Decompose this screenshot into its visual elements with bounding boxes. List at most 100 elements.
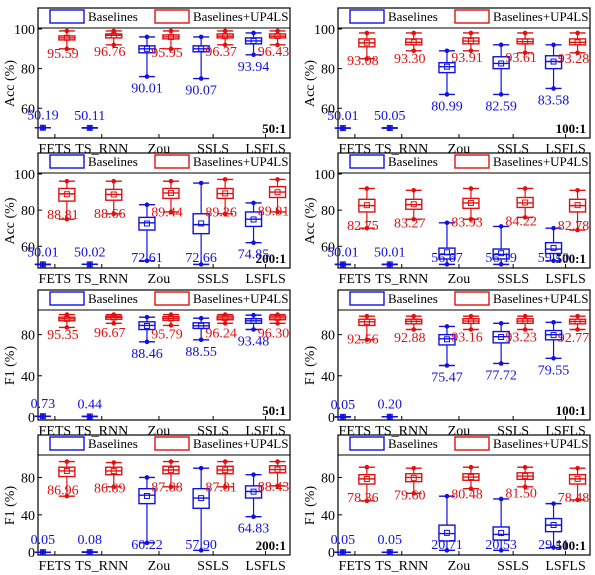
box-max-dot <box>498 224 504 229</box>
box-mean-marker <box>363 318 370 325</box>
box-min-dot <box>64 325 70 330</box>
y-tick-label: 80 <box>321 329 335 344</box>
box-iqr <box>438 247 456 260</box>
box-iqr <box>138 487 156 505</box>
box-baselines-zou <box>138 34 156 79</box>
y-axis-label: F1 (%) <box>3 486 18 526</box>
value-label-up4ls: 88.43 <box>258 480 290 495</box>
box-mean-marker <box>574 39 581 46</box>
box-baselines-fets <box>334 549 351 556</box>
value-label-baselines: 93.94 <box>238 60 270 75</box>
value-label-baselines: 20.71 <box>431 538 463 553</box>
box-mean-marker <box>143 322 150 329</box>
box-min-dot <box>340 262 346 267</box>
legend-label-baselines: Baselines <box>388 9 438 24</box>
box-min-dot <box>522 327 528 332</box>
box-min-dot <box>168 209 174 215</box>
box-iqr <box>58 466 76 478</box>
ratio-label: 200:1 <box>256 251 286 266</box>
box-min-dot <box>144 339 150 345</box>
box-max-dot <box>222 459 228 464</box>
box-max-dot <box>364 313 370 319</box>
box-min-dot <box>575 327 580 332</box>
box-min-dot <box>87 549 93 555</box>
value-label-baselines: 20.53 <box>485 538 517 553</box>
value-label-baselines: 83.58 <box>538 93 570 108</box>
box-mean-marker <box>386 549 393 556</box>
x-tick-label-ssls: SSLS <box>197 559 229 574</box>
box-min-dot <box>468 48 474 54</box>
ratio-label: 500:1 <box>556 538 586 553</box>
box-max-dot <box>275 312 280 317</box>
y-tick-label: 40 <box>21 509 35 524</box>
box-mean-marker <box>198 322 205 329</box>
box-max-dot <box>168 178 174 184</box>
box-up4ls-zou <box>462 313 480 332</box>
box-baselines-ts_rnn <box>381 413 398 420</box>
legend-label-up4ls: Baselines+UP4LS <box>493 291 588 306</box>
panel-frame <box>337 7 591 139</box>
box-baselines-ssls <box>192 315 210 343</box>
box-min-dot <box>411 216 417 222</box>
box-max-dot <box>222 28 228 34</box>
box-mean-marker <box>574 318 581 325</box>
ratio-label: 100:1 <box>556 403 586 418</box>
box-baselines-ts_rnn <box>381 549 398 556</box>
x-tick-label-ssls: SSLS <box>497 559 529 574</box>
box-max-dot <box>468 186 474 191</box>
value-label-up4ls: 78.48 <box>558 491 590 506</box>
value-label-baselines: 77.72 <box>485 368 517 383</box>
y-tick-label: 80 <box>21 63 35 78</box>
value-label-baselines: 56.67 <box>431 251 463 266</box>
legend-label-up4ls: Baselines+UP4LS <box>193 154 288 169</box>
value-label-up4ls: 80.48 <box>451 487 483 502</box>
legend-label-baselines: Baselines <box>88 9 138 24</box>
value-label-baselines: 74.85 <box>238 248 270 263</box>
x-tick-label-ts_rnn: TS_RNN <box>375 559 428 574</box>
box-mean-marker <box>467 474 474 481</box>
legend-label-baselines: Baselines <box>88 154 138 169</box>
value-label-up4ls: 96.37 <box>205 45 237 60</box>
box-max-dot <box>468 464 474 470</box>
box-baselines-lsfls <box>244 312 263 332</box>
value-label-up4ls: 92.77 <box>558 331 590 346</box>
box-min-dot <box>111 211 117 217</box>
legend-swatch-up4ls <box>154 9 190 24</box>
legend-swatch-baselines <box>49 154 85 169</box>
x-tick-label-zou: Zou <box>148 559 171 574</box>
box-min-dot <box>222 321 228 326</box>
x-tick-label-ts_rnn: TS_RNN <box>75 559 128 574</box>
box-iqr <box>138 216 156 231</box>
box-up4ls-fets <box>58 28 76 52</box>
legend-label-baselines: Baselines <box>88 436 138 451</box>
box-min-dot <box>40 125 46 131</box>
value-label-up4ls: 95.95 <box>151 46 183 61</box>
box-max-dot <box>551 320 556 325</box>
box-min-dot <box>340 549 346 555</box>
value-label-baselines: 75.47 <box>431 371 463 386</box>
box-max-dot <box>64 178 70 184</box>
value-label-up4ls: 96.30 <box>258 327 290 342</box>
box-baselines-ts_rnn <box>81 261 98 268</box>
box-min-dot <box>198 262 204 267</box>
box-max-dot <box>551 42 556 48</box>
box-mean-marker <box>522 473 529 480</box>
box-mean-marker <box>443 63 450 70</box>
value-label-baselines: 82.59 <box>485 99 517 114</box>
box-iqr <box>438 333 456 346</box>
box-up4ls-fets <box>358 464 376 504</box>
box-mean-marker <box>410 318 417 325</box>
box-mean-marker <box>167 34 174 41</box>
box-up4ls-ts_rnn <box>405 313 423 332</box>
box-up4ls-ts_rnn <box>405 30 423 54</box>
box-up4ls-zou <box>462 30 480 54</box>
value-label-up4ls: 84.22 <box>505 214 537 229</box>
x-tick-label-zou: Zou <box>448 559 471 574</box>
box-mean-marker <box>574 475 581 482</box>
x-tick-label-ts_rnn: TS_RNN <box>375 272 428 287</box>
legend-swatch-up4ls <box>454 436 490 451</box>
value-label-baselines: 29.11 <box>538 538 569 553</box>
panel-frame <box>37 289 291 421</box>
value-label-baselines: 50.11 <box>74 109 105 124</box>
box-mean-marker <box>222 467 229 474</box>
